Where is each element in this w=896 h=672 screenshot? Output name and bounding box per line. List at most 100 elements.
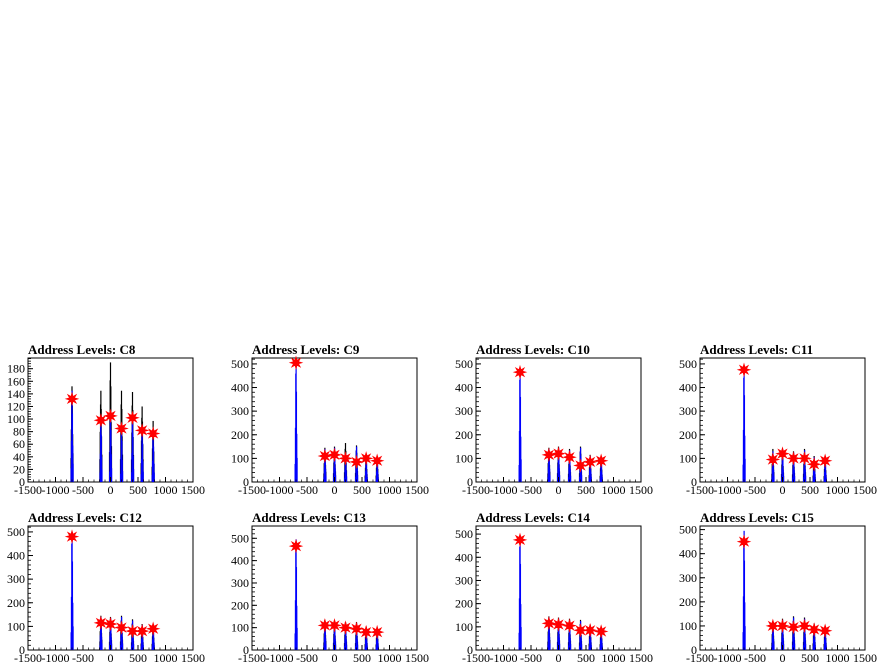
y-tick-label: 120 — [7, 399, 25, 413]
y-tick-label: 300 — [455, 573, 473, 587]
chart-panel-0: Address Levels: C80204060801001201401601… — [7, 342, 205, 497]
peak-marker — [114, 620, 129, 635]
y-tick-label: 0 — [243, 475, 249, 489]
peak-marker — [551, 446, 566, 461]
y-tick-label: 100 — [231, 451, 249, 465]
x-tick-label: 0 — [556, 651, 562, 665]
peak-marker — [736, 534, 752, 549]
y-tick-label: 500 — [231, 531, 249, 545]
y-tick-label: 500 — [679, 357, 697, 371]
x-tick-label: 1500 — [405, 651, 429, 665]
x-tick-label: -1500 — [462, 651, 490, 665]
peak-marker — [134, 623, 150, 639]
y-tick-label: 400 — [455, 550, 473, 564]
x-tick-label: 500 — [801, 483, 819, 497]
y-tick-label: 60 — [13, 437, 25, 451]
x-tick-label: -1500 — [686, 483, 714, 497]
x-tick-label: 0 — [780, 651, 786, 665]
y-tick-label: 300 — [231, 576, 249, 590]
peak-marker — [736, 362, 752, 378]
peak-marker — [817, 453, 833, 469]
peak-marker — [114, 421, 129, 436]
x-tick-label: -500 — [296, 651, 318, 665]
peak-marker — [125, 410, 140, 426]
y-tick-label: 200 — [679, 595, 697, 609]
x-tick-label: 0 — [556, 483, 562, 497]
x-tick-label: 1000 — [826, 483, 850, 497]
peak-marker — [593, 453, 609, 469]
x-tick-label: -1500 — [686, 651, 714, 665]
chart-panel-5: Address Levels: C13 0 100 200 300 400 500 -1500… — [231, 510, 429, 665]
x-tick-label: 500 — [577, 651, 595, 665]
y-tick-label: 0 — [19, 475, 25, 489]
y-tick-label: 400 — [7, 549, 25, 563]
x-tick-label: 1500 — [629, 483, 653, 497]
peak-marker — [573, 623, 588, 638]
y-tick-label: 400 — [679, 381, 697, 395]
y-tick-label: 200 — [231, 598, 249, 612]
peak-marker — [582, 454, 598, 470]
peak-marker — [145, 621, 161, 637]
x-tick-label: 1500 — [181, 651, 205, 665]
x-tick-label: -1000 — [714, 651, 742, 665]
x-tick-label: 500 — [577, 483, 595, 497]
y-tick-label: 300 — [455, 404, 473, 418]
x-tick-label: -1000 — [714, 483, 742, 497]
peak-marker — [64, 391, 80, 407]
x-tick-label: -500 — [72, 651, 94, 665]
peak-marker — [317, 618, 333, 633]
x-tick-label: -500 — [296, 483, 318, 497]
peak-marker — [93, 615, 109, 631]
y-tick-label: 0 — [243, 643, 249, 657]
peak-marker — [349, 621, 364, 637]
peak-marker — [797, 451, 812, 466]
y-tick-label: 500 — [679, 523, 697, 537]
x-tick-label: -500 — [520, 483, 542, 497]
y-tick-label: 0 — [467, 475, 473, 489]
peak-marker — [551, 617, 566, 632]
x-tick-label: 1500 — [629, 651, 653, 665]
peak-marker — [358, 451, 374, 466]
chart-panel-3: Address Levels: C11 0 100 200 300 400 500 -1500… — [679, 342, 877, 497]
x-tick-label: 1500 — [853, 483, 877, 497]
chart-title: Address Levels: C15 — [700, 510, 814, 525]
y-tick-label: 400 — [231, 381, 249, 395]
chart-title: Address Levels: C12 — [28, 510, 142, 525]
peak-marker — [369, 624, 385, 640]
peak-marker — [338, 620, 353, 635]
chart-title: Address Levels: C9 — [252, 342, 360, 357]
y-tick-label: 400 — [231, 554, 249, 568]
x-tick-label: 1000 — [154, 483, 178, 497]
peak-marker — [349, 454, 364, 470]
peak-marker — [93, 413, 109, 428]
y-tick-label: 160 — [7, 374, 25, 388]
x-tick-label: 1500 — [853, 651, 877, 665]
x-tick-label: 500 — [353, 483, 371, 497]
y-tick-label: 0 — [691, 475, 697, 489]
peak-marker — [512, 532, 528, 548]
peak-marker — [562, 449, 577, 465]
x-tick-label: -500 — [744, 483, 766, 497]
peak-marker — [775, 618, 790, 634]
chart-panel-4: Address Levels: C12 0 100 200 300 400 500 -1500… — [7, 510, 205, 665]
y-tick-label: 500 — [7, 525, 25, 539]
chart-panel-1: Address Levels: C90100200300400500-1500-… — [231, 342, 429, 497]
x-tick-label: 500 — [129, 483, 147, 497]
x-tick-label: 1000 — [602, 483, 626, 497]
chart-title: Address Levels: C8 — [28, 342, 136, 357]
x-tick-label: -1500 — [14, 651, 42, 665]
peak-marker — [593, 624, 609, 639]
chart-title: Address Levels: C14 — [476, 510, 590, 525]
chart-panel-2: Address Levels: C10 0 100 200 300 400 500 -1500… — [455, 342, 653, 497]
y-tick-label: 0 — [691, 643, 697, 657]
y-tick-label: 100 — [455, 451, 473, 465]
x-tick-label: -1500 — [14, 483, 42, 497]
chart-panel-6: Address Levels: C14 0 100 200 300 400 500 -1500… — [455, 510, 653, 665]
x-tick-label: -1500 — [238, 483, 266, 497]
x-tick-label: 1500 — [405, 483, 429, 497]
x-tick-label: -1500 — [238, 651, 266, 665]
x-tick-label: 500 — [801, 651, 819, 665]
peak-marker — [125, 623, 140, 639]
peak-marker — [541, 447, 557, 463]
